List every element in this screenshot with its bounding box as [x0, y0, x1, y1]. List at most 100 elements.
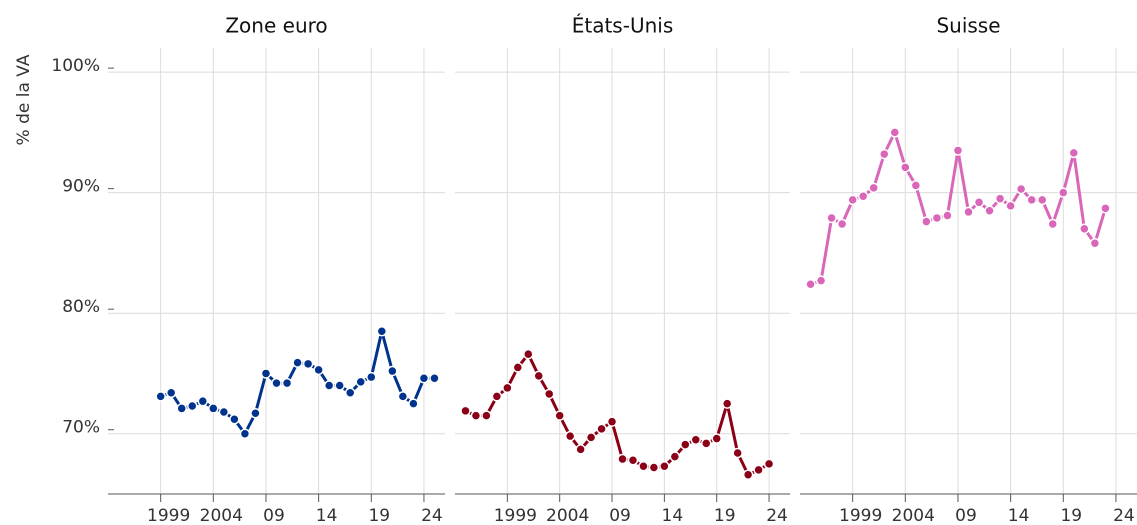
data-point [1015, 183, 1027, 195]
data-point [218, 406, 230, 418]
x-tick-label: 1999 [494, 506, 537, 525]
y-axis-label: % de la VA [14, 54, 34, 145]
data-point [575, 444, 586, 455]
data-point [669, 451, 681, 462]
data-point [1068, 147, 1080, 159]
data-point [408, 398, 419, 409]
data-point [239, 428, 251, 439]
data-point [250, 407, 261, 419]
data-point [627, 454, 639, 466]
data-point [1047, 218, 1058, 230]
data-point [910, 180, 922, 191]
data-point [523, 348, 534, 360]
data-point [815, 275, 827, 286]
data-point [491, 391, 503, 402]
data-point [963, 206, 974, 218]
x-tick-label: 19 [368, 506, 390, 525]
x-tick-label: 24 [1113, 506, 1135, 525]
data-point [732, 447, 743, 459]
x-tick-label: 2004 [546, 506, 589, 525]
data-point [366, 371, 377, 383]
data-point [323, 380, 335, 391]
x-tick-label: 1999 [839, 506, 882, 525]
data-point [397, 391, 409, 402]
data-point [470, 410, 482, 421]
data-point [617, 453, 628, 465]
data-point [973, 197, 985, 208]
x-tick-label: 1999 [147, 506, 190, 525]
data-point [721, 398, 733, 409]
data-point [564, 430, 576, 442]
x-tick-label: 14 [662, 506, 684, 525]
x-tick-label: 09 [263, 506, 285, 525]
data-point [585, 432, 597, 443]
data-point [868, 182, 879, 194]
x-tick-label: 2004 [200, 506, 243, 525]
data-point [344, 387, 356, 398]
data-point [1079, 223, 1090, 235]
data-point [543, 388, 555, 400]
data-point [753, 464, 764, 476]
x-tick-label: 24 [766, 506, 788, 525]
panel-title: Zone euro [225, 14, 327, 38]
data-point [889, 127, 901, 138]
data-point [900, 162, 911, 173]
x-tick-label: 24 [421, 506, 443, 525]
x-tick-label: 14 [1008, 506, 1030, 525]
data-point [512, 362, 524, 373]
data-point [701, 438, 712, 449]
data-point [606, 416, 618, 427]
data-point [984, 205, 995, 216]
series-line [464, 352, 770, 477]
data-point [165, 387, 177, 398]
data-point [271, 377, 282, 389]
data-point [481, 410, 492, 421]
y-tick-label: 90% [62, 177, 100, 197]
data-point [1036, 194, 1048, 206]
data-point [208, 403, 219, 414]
data-point [648, 462, 660, 473]
data-point [533, 370, 544, 382]
x-tick-label: 2004 [892, 506, 935, 525]
data-point [1026, 194, 1037, 206]
data-point [921, 216, 932, 227]
data-point [942, 210, 953, 221]
x-tick-label: 09 [955, 506, 977, 525]
data-point [334, 380, 345, 391]
data-point [429, 373, 440, 384]
data-point [302, 358, 314, 370]
data-point [1005, 200, 1016, 212]
data-point [1100, 203, 1111, 214]
data-point [1058, 187, 1069, 198]
series-line [160, 329, 435, 436]
data-point [742, 469, 754, 480]
x-tick-label: 19 [714, 506, 736, 525]
x-tick-label: 14 [316, 506, 338, 525]
data-point [292, 357, 303, 368]
y-tick-label: 80% [62, 297, 100, 317]
panel-title: Suisse [936, 14, 1000, 38]
data-point [826, 212, 837, 224]
data-point [596, 423, 607, 435]
data-point [281, 377, 293, 389]
data-point [554, 410, 565, 421]
data-point [847, 194, 858, 206]
data-point [931, 212, 943, 224]
data-point [952, 145, 964, 156]
data-point [879, 148, 890, 160]
data-point [711, 433, 722, 444]
data-point [387, 365, 398, 377]
data-point [376, 326, 388, 337]
x-tick-label: 09 [609, 506, 631, 525]
data-point [355, 376, 366, 388]
data-point [187, 400, 198, 412]
data-point [260, 368, 272, 379]
data-point [690, 434, 702, 446]
data-point [418, 373, 430, 384]
y-tick-label: 100% [51, 56, 100, 76]
data-point [659, 461, 670, 472]
data-point [680, 439, 691, 450]
x-tick-label: 19 [1060, 506, 1082, 525]
data-point [460, 405, 471, 417]
